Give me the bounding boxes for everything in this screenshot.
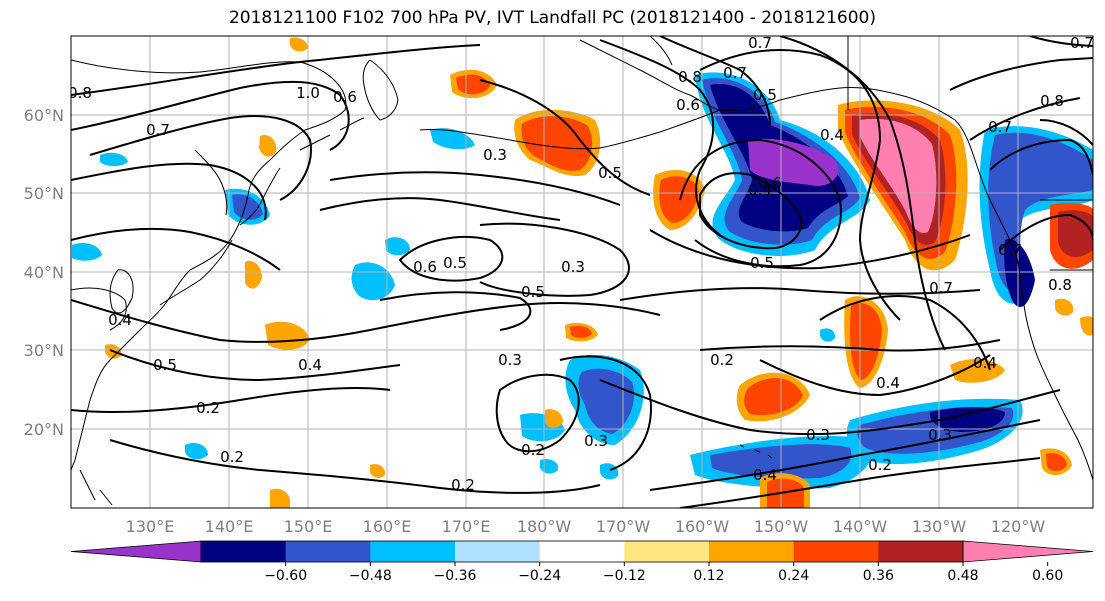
lon-label: 140°W xyxy=(833,517,888,536)
graticule xyxy=(71,36,1093,508)
contour-label: 0.3 xyxy=(584,432,608,450)
contour-label: 0.6 xyxy=(413,258,437,276)
contour-label: 0.4 xyxy=(876,374,900,392)
colorbar-segment xyxy=(201,541,287,562)
longitude-labels: 130°E 140°E 150°E 160°E 170°E 180°W 170°W 160°W… xyxy=(126,517,1046,536)
lat-label: 40°N xyxy=(24,263,64,282)
contour-label: 0.6 xyxy=(758,174,782,192)
colorbar-segment xyxy=(455,541,541,562)
map-title: 2018121100 F102 700 hPa PV, IVT Landfall… xyxy=(228,8,876,28)
lon-label: 180°W xyxy=(517,517,572,536)
pv-contours xyxy=(71,36,1093,508)
lat-label: 20°N xyxy=(24,420,64,439)
lon-label: 170°E xyxy=(442,517,491,536)
lon-label: 160°W xyxy=(675,517,730,536)
coastlines xyxy=(71,36,1093,506)
contour-label: 0.8 xyxy=(678,68,702,86)
colorbar-segment xyxy=(793,541,879,562)
colorbar-tick-label: 0.12 xyxy=(693,568,724,584)
contour-label: 0.4 xyxy=(753,466,777,484)
colorbar-tick-label: 0.24 xyxy=(778,568,809,584)
colorbar-extend-min xyxy=(70,540,202,563)
colorbar-tick-label: 0.48 xyxy=(947,568,978,584)
contour-label: 0.4 xyxy=(298,356,322,374)
colorbar-segment xyxy=(709,541,795,562)
contour-label: 0.7 xyxy=(929,279,953,297)
colorbar-segment xyxy=(539,541,625,562)
contour-label: 0.8 xyxy=(1048,276,1072,294)
lon-label: 150°E xyxy=(284,517,333,536)
contour-label: 0.3 xyxy=(498,351,522,369)
contour-label: 0.7 xyxy=(723,64,747,82)
contour-labels: 0.81.00.70.70.60.70.50.60.70.40.60.70.80… xyxy=(68,34,1094,494)
map-frame xyxy=(70,35,1094,509)
lat-label: 30°N xyxy=(24,341,64,360)
contour-label: 0.3 xyxy=(561,258,585,276)
contour-label: 0.8 xyxy=(1040,92,1064,110)
contour-label: 0.2 xyxy=(196,399,220,417)
contour-label: 0.4 xyxy=(748,181,772,199)
contour-label: 0.2 xyxy=(521,441,545,459)
contour-label: 0.7 xyxy=(146,121,170,139)
colorbar-tick-label: −0.36 xyxy=(434,568,477,584)
colorbar: −0.60 −0.48 −0.36 −0.24 −0.12 0.12 0.24 0.36 0.4… xyxy=(70,540,1094,584)
lon-label: 130°W xyxy=(912,517,967,536)
lon-label: 130°E xyxy=(126,517,175,536)
contour-label: 1.0 xyxy=(296,84,320,102)
contour-label: 0.2 xyxy=(220,448,244,466)
colorbar-tick-label: −0.24 xyxy=(518,568,561,584)
lon-label: 170°W xyxy=(596,517,651,536)
colorbar-tick-label: 0.36 xyxy=(863,568,894,584)
contour-label: 0.8 xyxy=(68,84,92,102)
colorbar-tick-label: −0.60 xyxy=(264,568,307,584)
colorbar-tick-label: 0.60 xyxy=(1032,568,1063,584)
lon-label: 160°E xyxy=(363,517,412,536)
contour-label: 0.3 xyxy=(928,426,952,444)
contour-label: 0.2 xyxy=(868,456,892,474)
colorbar-segment xyxy=(370,541,456,562)
contour-label: 0.5 xyxy=(598,164,622,182)
contour-label: 0.7 xyxy=(748,34,772,52)
colorbar-segment xyxy=(285,541,371,562)
contour-label: 0.5 xyxy=(521,283,545,301)
lon-label: 140°E xyxy=(205,517,254,536)
contour-label: 0.6 xyxy=(676,96,700,114)
contour-label: 0.5 xyxy=(750,254,774,272)
lat-label: 60°N xyxy=(24,106,64,125)
colorbar-tick-label: −0.12 xyxy=(603,568,646,584)
latitude-labels: 60°N 50°N 40°N 30°N 20°N xyxy=(24,106,64,439)
colorbar-tick-label: −0.48 xyxy=(349,568,392,584)
lon-label: 120°W xyxy=(991,517,1046,536)
contour-label: 0.7 xyxy=(988,118,1012,136)
colorbar-segment xyxy=(624,541,710,562)
contour-label: 0.3 xyxy=(483,146,507,164)
contour-label: 0.7 xyxy=(998,241,1022,259)
colorbar-segment xyxy=(878,541,964,562)
contour-label: 0.5 xyxy=(153,356,177,374)
contour-label: 0.7 xyxy=(1070,34,1094,52)
contour-label: 0.4 xyxy=(820,126,844,144)
colorbar-extend-max xyxy=(962,540,1094,563)
contour-label: 0.4 xyxy=(973,354,997,372)
contour-label: 0.3 xyxy=(806,426,830,444)
map-panel: 0.81.00.70.70.60.70.50.60.70.40.60.70.80… xyxy=(68,34,1094,508)
contour-label: 0.6 xyxy=(333,88,357,106)
shaded-fields xyxy=(72,37,1093,508)
contour-label: 0.2 xyxy=(710,351,734,369)
contour-label: 0.5 xyxy=(753,86,777,104)
lon-label: 150°W xyxy=(754,517,809,536)
contour-label: 0.5 xyxy=(443,254,467,272)
contour-label: 0.2 xyxy=(451,476,475,494)
lat-label: 50°N xyxy=(24,184,64,203)
contour-label: 0.4 xyxy=(108,311,132,329)
